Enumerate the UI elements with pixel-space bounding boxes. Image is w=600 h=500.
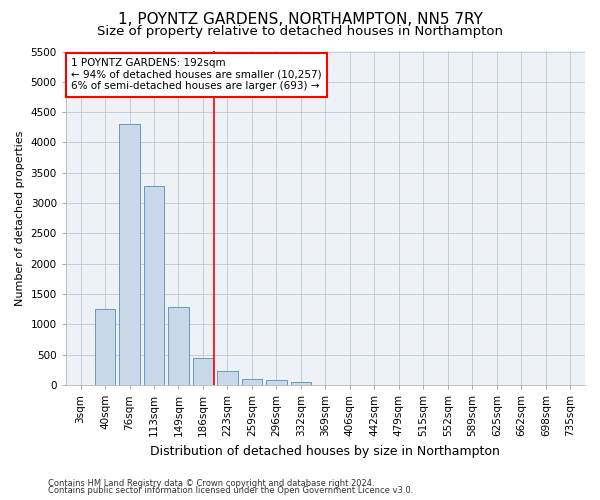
Bar	[290, 382, 311, 385]
Bar	[143, 186, 164, 385]
Y-axis label: Number of detached properties: Number of detached properties	[15, 130, 25, 306]
Text: 1, POYNTZ GARDENS, NORTHAMPTON, NN5 7RY: 1, POYNTZ GARDENS, NORTHAMPTON, NN5 7RY	[118, 12, 482, 28]
X-axis label: Distribution of detached houses by size in Northampton: Distribution of detached houses by size …	[151, 444, 500, 458]
Text: Contains public sector information licensed under the Open Government Licence v3: Contains public sector information licen…	[48, 486, 413, 495]
Text: 1 POYNTZ GARDENS: 192sqm
← 94% of detached houses are smaller (10,257)
6% of sem: 1 POYNTZ GARDENS: 192sqm ← 94% of detach…	[71, 58, 322, 92]
Bar	[95, 309, 115, 385]
Bar	[242, 379, 262, 385]
Bar	[266, 380, 287, 385]
Text: Contains HM Land Registry data © Crown copyright and database right 2024.: Contains HM Land Registry data © Crown c…	[48, 478, 374, 488]
Bar	[119, 124, 140, 385]
Bar	[217, 371, 238, 385]
Bar	[193, 358, 214, 385]
Text: Size of property relative to detached houses in Northampton: Size of property relative to detached ho…	[97, 25, 503, 38]
Bar	[168, 308, 189, 385]
